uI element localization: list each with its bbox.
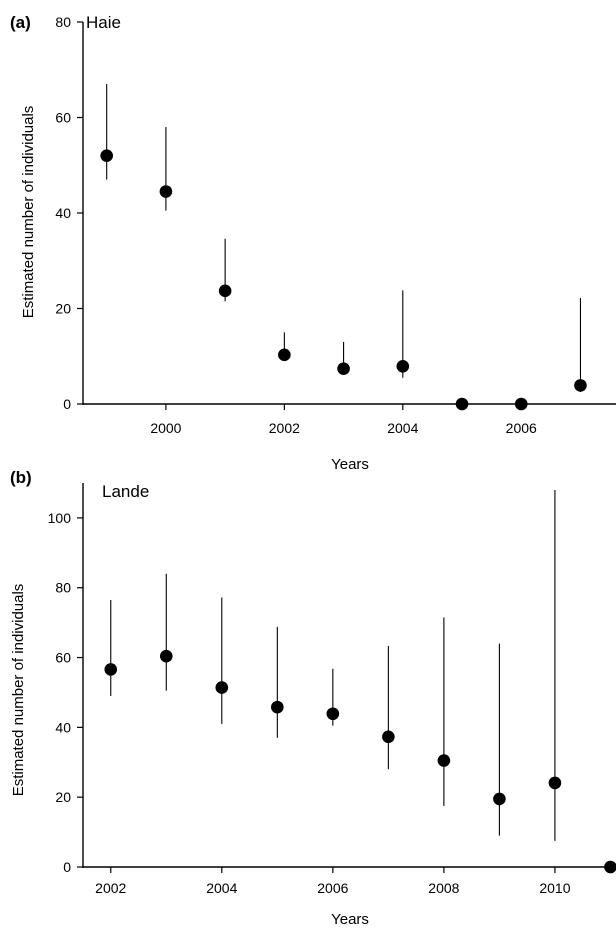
data-point: [215, 681, 229, 694]
y-tick-label: 40: [55, 719, 71, 735]
panel-a-ylabel: Estimated number of individuals: [20, 106, 37, 319]
data-point: [382, 730, 395, 744]
data-point: [278, 348, 291, 362]
y-tick-label: 80: [55, 14, 71, 30]
panel-b-title: Lande: [102, 482, 149, 501]
x-tick-label: 2000: [150, 420, 181, 436]
data-point: [574, 379, 587, 392]
panel-a-title: Haie: [86, 13, 121, 32]
x-tick-label: 2004: [206, 880, 237, 896]
x-tick-label: 2004: [387, 420, 418, 436]
data-point: [100, 149, 113, 162]
data-point: [104, 663, 118, 676]
y-tick-label: 20: [55, 789, 71, 805]
data-point: [159, 649, 173, 663]
y-tick-label: 100: [48, 510, 72, 526]
y-tick-label: 0: [63, 859, 71, 875]
x-tick-label: 2010: [539, 880, 570, 896]
x-tick-label: 2002: [95, 880, 126, 896]
y-tick-label: 60: [55, 110, 71, 126]
data-point: [218, 284, 232, 298]
x-tick-label: 2002: [269, 420, 300, 436]
panel-b-marks: 0 20 40 60 80 100 2002 2004 2006 2008 2010: [48, 483, 616, 896]
panel-a-label: (a): [10, 13, 31, 32]
data-point: [271, 700, 284, 714]
panel-b-ylabel: Estimated number of individuals: [10, 584, 27, 797]
data-point: [455, 397, 469, 411]
panel-b: (b) Lande Estimated number of individual…: [10, 468, 616, 928]
data-point: [159, 185, 173, 198]
panel-b-label: (b): [10, 468, 32, 487]
data-point: [396, 359, 410, 373]
y-tick-label: 40: [55, 205, 71, 221]
data-point: [337, 362, 350, 375]
data-point: [604, 860, 616, 874]
panel-b-xlabel: Years: [331, 911, 369, 928]
data-point: [437, 754, 451, 767]
data-point: [326, 707, 340, 721]
x-tick-label: 2008: [428, 880, 459, 896]
x-tick-label: 2006: [506, 420, 537, 436]
data-point: [548, 776, 562, 790]
y-tick-label: 20: [55, 301, 71, 317]
panel-a-marks: 0 20 40 60 80 2000 2002 2004 2006: [55, 14, 616, 436]
y-tick-label: 0: [63, 396, 71, 412]
data-point: [514, 397, 528, 411]
data-point: [493, 792, 506, 806]
panel-a: (a) Haie Estimated number of individuals…: [10, 13, 616, 473]
y-tick-label: 80: [55, 580, 71, 596]
x-tick-label: 2006: [317, 880, 348, 896]
panel-a-xlabel: Years: [331, 456, 369, 473]
y-tick-label: 60: [55, 650, 71, 666]
